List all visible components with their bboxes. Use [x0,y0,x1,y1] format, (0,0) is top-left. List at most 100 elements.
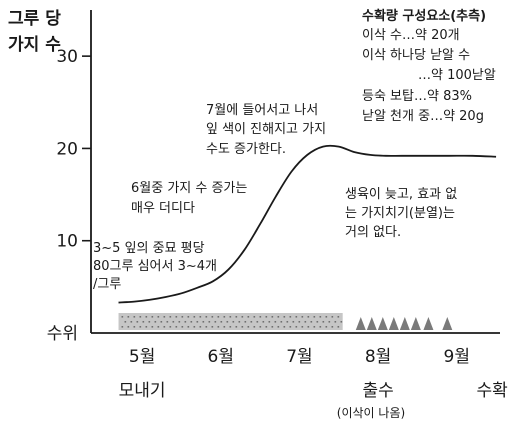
band-speckle [175,316,178,318]
band-speckle [151,326,154,328]
band-speckle [325,326,328,328]
panicle-marker [423,317,434,330]
x-tick-label: 6월 [208,347,234,367]
band-speckle [307,316,310,318]
band-speckle [265,316,268,318]
yield-box-line: 등숙 보탑…약 83% [362,89,472,104]
band-speckle [121,316,124,318]
band-speckle [307,326,310,328]
panicle-markers [355,317,453,330]
band-speckle [127,326,130,328]
stage-label: 출수 [362,381,393,401]
band-speckle [139,326,142,328]
band-speckle [193,316,196,318]
band-speckle [145,326,148,328]
band-speckle [148,321,151,323]
vegetative-band-rect [118,313,343,330]
band-speckle [334,321,337,323]
band-speckle [313,326,316,328]
band-speckle [151,316,154,318]
annotation-line: 거의 없다. [345,225,401,240]
panicle-marker [410,317,421,330]
band-speckle [301,326,304,328]
y-axis-label-line: 그루 당 [8,9,61,29]
band-speckle [244,321,247,323]
yield-components-box: 수확량 구성요소(추측) 이삭 수…약 20개 이삭 하나당 낟알 수 …약 1… [362,8,496,124]
band-speckle [295,326,298,328]
band-speckle [157,316,160,318]
yield-box-line: 이삭 수…약 20개 [362,28,460,43]
heading-note: (이삭이 나옴) [337,406,405,420]
stage-label: 수확 [476,381,507,401]
band-speckle [259,326,262,328]
annotation-late-tillering: 생육이 늦고, 효과 없 는 가지치기(분열)는 거의 없다. [345,187,457,240]
band-speckle [241,326,244,328]
band-speckle [157,326,160,328]
y-tick-label: 20 [56,139,78,159]
band-speckle [301,316,304,318]
band-speckle [217,316,220,318]
band-speckle [175,326,178,328]
band-speckle [223,316,226,318]
annotation-line: 6월중 가지 수 증가는 [131,181,247,196]
annotation-line: 3~5 잎의 중묘 평당 [93,241,205,256]
band-speckle [232,321,235,323]
band-speckle [265,326,268,328]
yield-box-title: 수확량 구성요소(추측) [362,8,486,24]
annotation-line: 생육이 늦고, 효과 없 [345,187,457,202]
annotation-line: 80그루 심어서 3~4개 [93,259,217,274]
band-speckle [313,316,316,318]
x-tick-label: 8월 [365,347,391,367]
band-speckle [253,316,256,318]
band-speckle [199,326,202,328]
band-speckle [319,316,322,318]
band-speckle [163,316,166,318]
panicle-marker [355,317,366,330]
band-speckle [247,326,250,328]
band-speckle [187,326,190,328]
band-speckle [226,321,229,323]
x-ticks: 5월 6월 7월 8월 9월 [129,347,470,367]
band-speckle [331,316,334,318]
band-speckle [142,321,145,323]
band-speckle [139,316,142,318]
band-speckle [202,321,205,323]
band-speckle [223,326,226,328]
panicle-marker [388,317,399,330]
annotation-line: 잎 색이 진해지고 가지 [206,122,326,137]
band-speckle [163,326,166,328]
band-speckle [205,326,208,328]
band-speckle [337,316,340,318]
band-speckle [304,321,307,323]
band-speckle [169,316,172,318]
band-speckle [238,321,241,323]
band-speckle [298,321,301,323]
vegetative-band [118,313,343,330]
band-speckle [217,326,220,328]
band-speckle [220,321,223,323]
y-axis-label-line: 가지 수 [8,35,61,55]
y-ticks: 30 20 10 수위 [47,47,91,344]
band-speckle [262,321,265,323]
annotation-line: 수도 증가한다. [206,142,286,157]
band-speckle [211,316,214,318]
band-speckle [280,321,283,323]
band-speckle [229,326,232,328]
band-speckle [193,326,196,328]
band-speckle [286,321,289,323]
annotation-line: /그루 [93,277,121,292]
band-speckle [196,321,199,323]
panicle-marker [442,317,453,330]
band-speckle [337,326,340,328]
band-speckle [229,316,232,318]
band-speckle [184,321,187,323]
band-speckle [235,326,238,328]
band-speckle [133,326,136,328]
band-speckle [178,321,181,323]
band-speckle [253,326,256,328]
y-tick-label: 30 [56,47,78,67]
x-tick-label: 5월 [129,347,155,367]
band-speckle [289,316,292,318]
band-speckle [181,326,184,328]
band-speckle [283,326,286,328]
